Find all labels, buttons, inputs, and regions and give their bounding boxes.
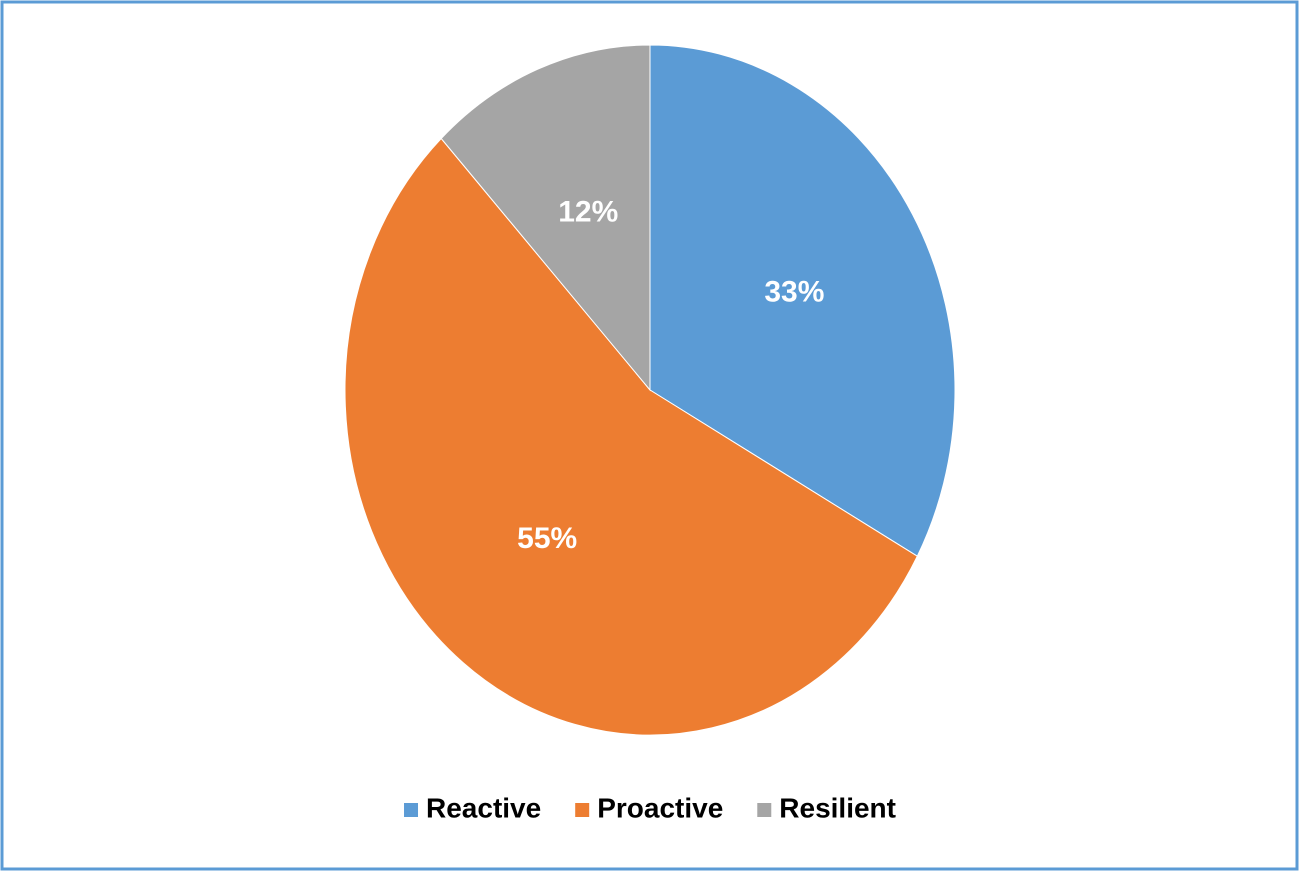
pie-slice <box>344 137 918 736</box>
legend-swatch <box>575 803 590 817</box>
legend-label: Proactive <box>597 792 723 823</box>
data-label: 12% <box>558 195 618 228</box>
legend-label: Resilient <box>779 792 896 823</box>
legend-label: Reactive <box>426 792 541 823</box>
pie-slice <box>440 44 651 392</box>
data-label: 33% <box>764 275 824 308</box>
legend-swatch <box>404 803 419 817</box>
pie-slice <box>649 44 956 557</box>
data-label: 55% <box>517 522 577 555</box>
legend-swatch <box>757 803 772 817</box>
